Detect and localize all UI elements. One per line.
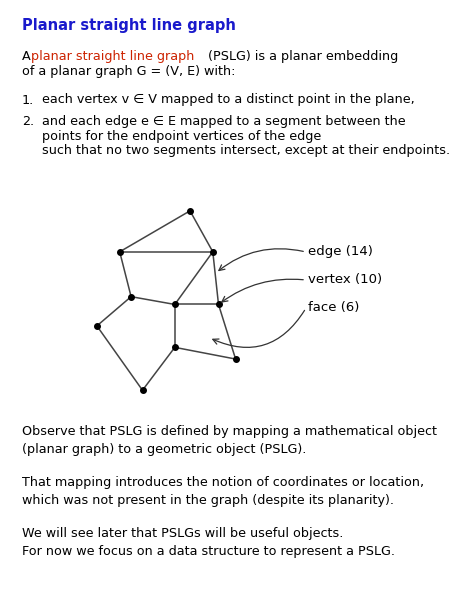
Text: of a planar graph G = (V, E) with:: of a planar graph G = (V, E) with: — [22, 64, 235, 77]
Text: 1.: 1. — [22, 94, 34, 107]
Text: planar straight line graph: planar straight line graph — [31, 50, 194, 63]
Text: vertex (10): vertex (10) — [308, 274, 382, 286]
Text: such that no two segments intersect, except at their endpoints.: such that no two segments intersect, exc… — [42, 144, 450, 157]
Text: face (6): face (6) — [308, 301, 360, 314]
Text: each vertex v ∈ V mapped to a distinct point in the plane,: each vertex v ∈ V mapped to a distinct p… — [42, 94, 415, 107]
Text: (PSLG) is a planar embedding: (PSLG) is a planar embedding — [204, 50, 398, 63]
Text: A: A — [22, 50, 35, 63]
Text: 2.: 2. — [22, 115, 34, 128]
Text: Observe that PSLG is defined by mapping a mathematical object
(planar graph) to : Observe that PSLG is defined by mapping … — [22, 425, 437, 457]
Text: We will see later that PSLGs will be useful objects.
For now we focus on a data : We will see later that PSLGs will be use… — [22, 527, 395, 558]
Text: edge (14): edge (14) — [308, 245, 373, 259]
Text: and each edge e ∈ E mapped to a segment between the: and each edge e ∈ E mapped to a segment … — [42, 115, 405, 128]
Text: Planar straight line graph: Planar straight line graph — [22, 18, 236, 33]
Text: That mapping introduces the notion of coordinates or location,
which was not pre: That mapping introduces the notion of co… — [22, 476, 424, 507]
Text: points for the endpoint vertices of the edge: points for the endpoint vertices of the … — [42, 130, 321, 143]
